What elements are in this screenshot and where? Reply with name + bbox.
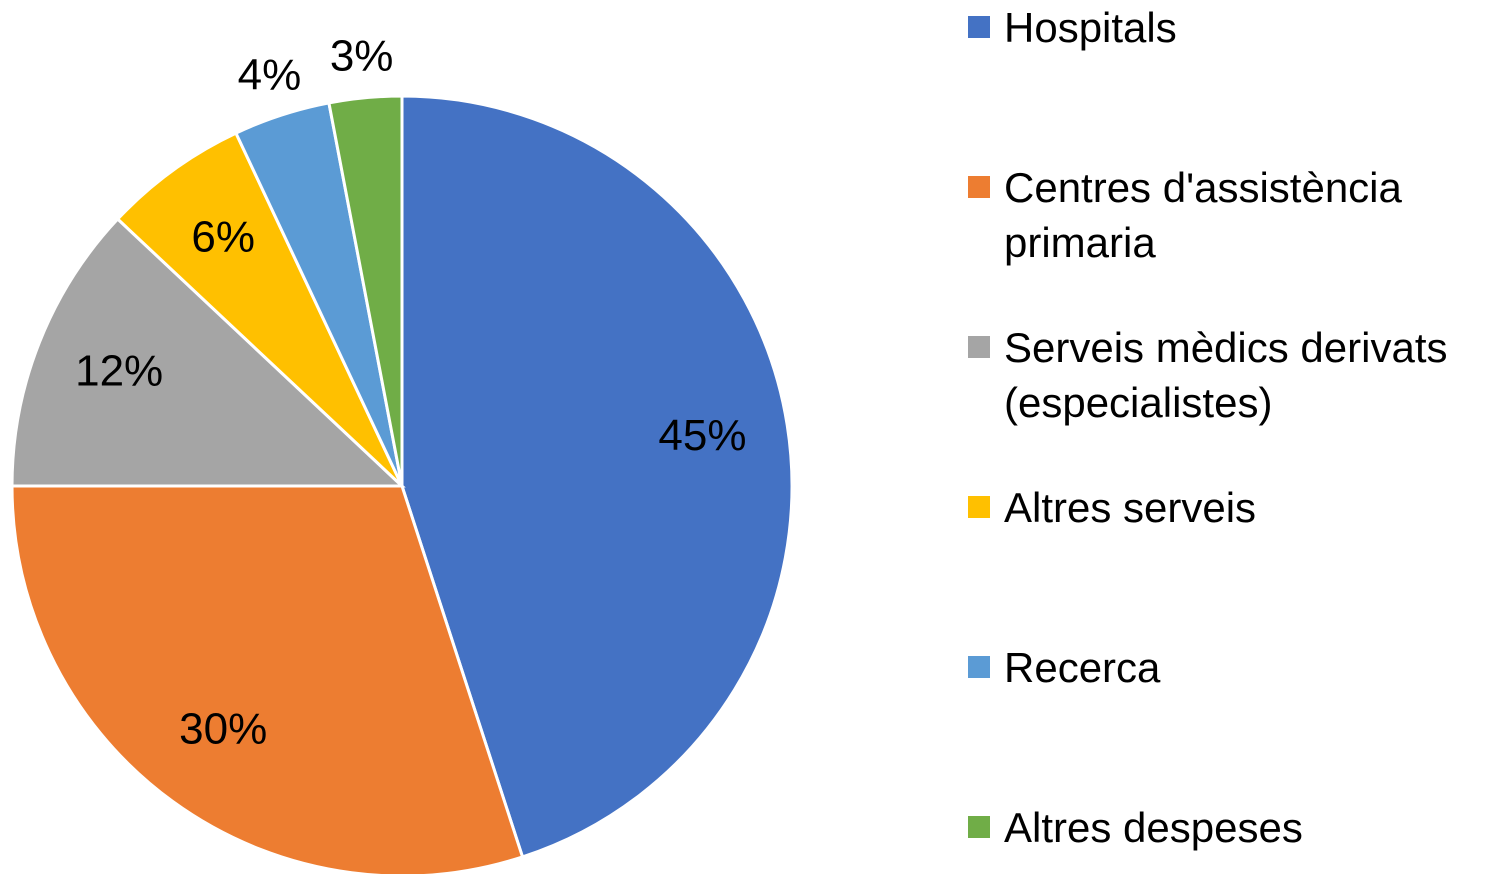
legend-label: Altres despeses [1004, 804, 1303, 851]
legend-swatch [968, 656, 990, 678]
legend-entry: Centres d'assistència primaria [968, 160, 1496, 270]
legend-label: Altres serveis [1004, 484, 1257, 531]
legend-entry: Recerca [968, 640, 1496, 695]
legend-swatch [968, 816, 990, 838]
legend-entry: Altres serveis [968, 480, 1496, 535]
pie: 45% 30% 12% 6% 4% 3% [10, 32, 794, 874]
pie-slice [10, 484, 525, 874]
legend-label: Recerca [1004, 644, 1161, 691]
legend-label: Serveis mèdics derivats (especialistes) [1004, 324, 1448, 426]
data-label: 3% [330, 32, 394, 81]
pie-slice [10, 216, 406, 488]
legend-entry: Altres despeses [968, 800, 1496, 855]
data-label: 30% [179, 705, 267, 754]
pie-slice [115, 131, 404, 488]
legend-entry: Hospitals [968, 0, 1496, 55]
pie-slice [400, 94, 794, 859]
data-label: 4% [238, 51, 302, 100]
data-label: 45% [658, 411, 746, 460]
legend-swatch [968, 16, 990, 38]
legend-swatch [968, 336, 990, 358]
data-label: 6% [191, 213, 255, 262]
legend-label: Hospitals [1004, 4, 1177, 51]
data-label: 12% [75, 347, 163, 396]
legend-label: Centres d'assistència primaria [1004, 164, 1402, 266]
pie-slice [327, 94, 404, 487]
legend-swatch [968, 176, 990, 198]
legend-entry: Serveis mèdics derivats (especialistes) [968, 320, 1496, 430]
legend-swatch [968, 496, 990, 518]
